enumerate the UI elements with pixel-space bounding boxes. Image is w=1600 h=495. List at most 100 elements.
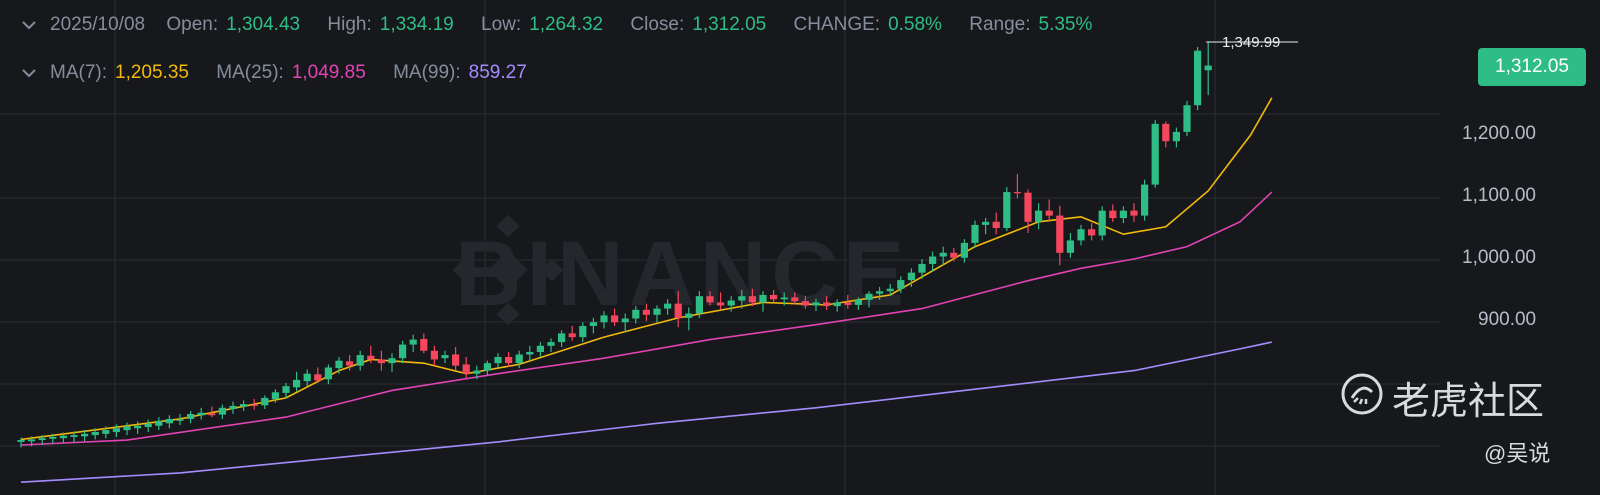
candle-body [240, 404, 248, 407]
candle [717, 292, 725, 310]
candle-body [568, 333, 576, 338]
candle [971, 220, 979, 248]
candle [854, 297, 862, 310]
candle-body [812, 302, 820, 306]
candle [1077, 224, 1085, 246]
candle-body [950, 252, 958, 258]
candle-body [1045, 210, 1053, 216]
candle-body [165, 418, 173, 424]
candle-body [547, 342, 555, 346]
candle-body [791, 297, 799, 302]
candle-body [664, 303, 672, 309]
y-tick-label: 1,000.00 [1462, 247, 1536, 268]
candle [664, 299, 672, 315]
candle [844, 294, 852, 309]
chevron-down-icon[interactable] [22, 62, 40, 84]
ohlc-date: 2025/10/08 [50, 14, 146, 35]
chevron-down-icon[interactable] [22, 14, 40, 36]
candle-body [367, 355, 375, 360]
candle-body [727, 300, 735, 306]
candle [653, 305, 661, 323]
candle-body [49, 436, 57, 439]
candle-body [526, 352, 534, 355]
candle-body [685, 313, 693, 318]
candle [1066, 232, 1074, 258]
candle [833, 299, 841, 312]
candle [229, 401, 237, 414]
candle [155, 417, 163, 431]
candle [49, 433, 57, 444]
candle-body [377, 359, 385, 364]
candle [1194, 46, 1202, 111]
candle [536, 342, 544, 357]
candle-body [1088, 229, 1096, 236]
candle [558, 330, 566, 348]
candle-body [1172, 131, 1180, 142]
candle-body [155, 420, 163, 426]
candle [1035, 203, 1043, 230]
candle-body [844, 302, 852, 305]
candle [176, 414, 184, 426]
candle [240, 400, 248, 411]
candle-body [865, 293, 873, 300]
y-tick-label: 1,200.00 [1462, 123, 1536, 144]
candle [38, 435, 46, 445]
candle [526, 345, 534, 361]
candle [918, 259, 926, 279]
candle-body [388, 358, 396, 364]
candle [367, 345, 375, 364]
candle [303, 369, 311, 387]
candle-body [674, 303, 682, 318]
candle [91, 428, 99, 440]
candle-body [1119, 210, 1127, 219]
candle [409, 334, 417, 352]
candle-body [208, 413, 216, 416]
candle-body [250, 404, 258, 406]
candle-body [102, 430, 110, 434]
candle-body [261, 397, 269, 406]
y-tick-label: 900.00 [1478, 309, 1537, 330]
candle-body [971, 224, 979, 243]
ma25-line [20, 191, 1273, 446]
candle [1098, 206, 1106, 241]
candle [1162, 121, 1170, 148]
candle [589, 317, 597, 334]
candle [982, 218, 990, 235]
candle [483, 360, 491, 376]
candle-body [144, 423, 152, 428]
candle [144, 419, 152, 432]
candle [388, 353, 396, 372]
candle-body [738, 296, 746, 301]
candle-body [229, 405, 237, 410]
candle-body [1183, 105, 1191, 132]
candle-body [494, 356, 502, 364]
candle [505, 352, 513, 367]
candle-body [303, 373, 311, 382]
candle-body [854, 299, 862, 305]
candle [960, 239, 968, 263]
candle-body [335, 360, 343, 369]
candle-body [271, 392, 279, 400]
candle [356, 350, 364, 371]
candle [738, 290, 746, 309]
candle-body [960, 242, 968, 258]
candle-body [939, 252, 947, 257]
candle [420, 333, 428, 354]
candle [547, 338, 555, 352]
candlesticks [17, 42, 1212, 448]
candle [17, 437, 25, 448]
candle [1088, 223, 1096, 241]
candle [59, 432, 67, 444]
candle-body [589, 322, 597, 326]
candle-body [600, 315, 608, 323]
candle-body [38, 438, 46, 441]
author-watermark: @吴说 [1484, 441, 1551, 466]
candle [1204, 42, 1212, 96]
candle [876, 286, 884, 300]
candle [579, 322, 587, 343]
candle-body [907, 272, 915, 281]
low-label: Low: [481, 14, 522, 35]
candle-body [748, 296, 756, 303]
candle [197, 407, 205, 420]
y-tick-label: 1,100.00 [1462, 185, 1536, 206]
